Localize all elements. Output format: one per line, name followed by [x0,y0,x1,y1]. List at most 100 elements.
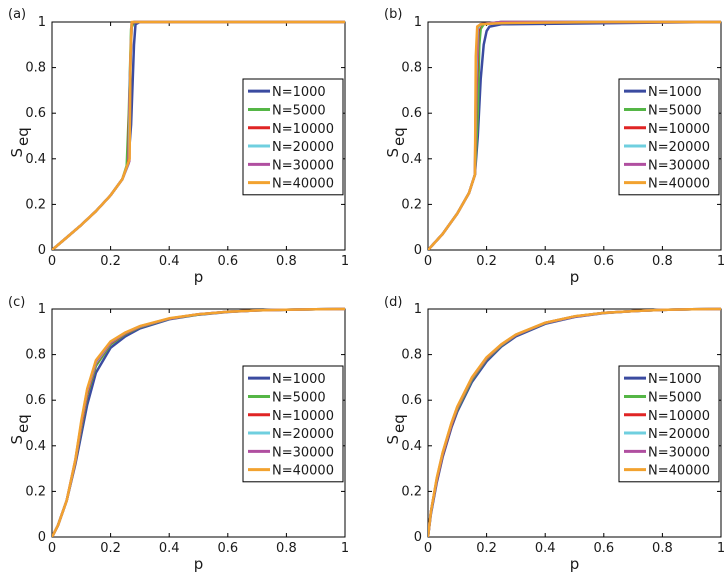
y-tick-label: 1 [38,302,46,317]
y-tick-label: 0.6 [25,393,46,408]
x-tick-label: 0.4 [159,254,180,269]
series-line-N-40000 [428,20,721,250]
legend: N=1000 N=5000 N=10000 N=20000 N=30000 N=40000 [242,365,344,483]
x-tick-label: 0.4 [159,541,180,556]
legend-label: N=30000 [648,158,710,173]
chart-panel-d: (d) 0 0.2 0.4 0.6 0.8 1 0 0.2 0.4 0.6 0.8 1 p Seq N=100… [384,295,725,573]
y-tick-label: 0.4 [401,439,422,454]
legend-label: N=5000 [648,103,702,118]
y-axis-label: Seq [384,127,408,157]
y-tick-label: 0 [38,243,46,258]
legend-label: N=30000 [272,445,334,460]
legend-label: N=20000 [648,140,710,155]
x-tick-label: 0.6 [593,541,614,556]
series-lines [52,307,345,537]
y-axis-label-sub: eq [14,414,32,433]
y-axis-label: Seq [384,414,408,444]
legend-box [618,365,720,483]
legend-label: N=5000 [272,103,326,118]
legend-label: N=5000 [648,390,702,405]
y-axis-label-sub: eq [390,127,408,146]
x-tick-label: 0.4 [535,254,556,269]
x-tick-label: 0 [424,541,432,556]
y-tick-label: 0.8 [25,348,46,363]
legend-label: N=1000 [648,85,702,100]
legend-label: N=40000 [272,464,334,479]
chart-panel-c: (c) 0 0.2 0.4 0.6 0.8 1 0 0.2 0.4 0.6 0.8 1 p Seq N=100… [8,295,349,573]
series-lines [52,20,345,250]
x-tick-label: 0 [48,254,56,269]
x-tick-label: 0.8 [276,541,297,556]
y-tick-label: 1 [414,15,422,30]
y-axis-label: Seq [8,127,32,157]
y-tick-label: 0.8 [401,348,422,363]
chart-panel-a: (a) 0 0.2 0.4 0.6 0.8 1 0 0.2 0.4 0.6 0.8 1 p Seq N=100… [8,7,349,286]
series-lines [428,20,721,250]
x-tick-label: 0.6 [593,254,614,269]
x-tick-label: 0.8 [276,254,297,269]
x-tick-label: 1 [341,254,349,269]
y-tick-label: 0.8 [25,61,46,76]
y-tick-label: 1 [38,15,46,30]
legend-label: N=30000 [648,445,710,460]
legend-box [618,78,720,196]
plot-area-frame [427,308,722,538]
legend-label: N=30000 [272,158,334,173]
legend-label: N=5000 [272,390,326,405]
x-axis-label: p [194,555,204,573]
series-line-N-40000 [428,307,721,537]
legend-label: N=20000 [272,140,334,155]
x-axis-label: p [194,268,204,286]
x-tick-label: 0 [424,254,432,269]
series-line-N-40000 [52,20,345,250]
legend-box [242,78,344,196]
legend-label: N=10000 [272,409,334,424]
legend-label: N=10000 [648,409,710,424]
y-tick-label: 0.2 [401,484,422,499]
y-tick-label: 1 [414,302,422,317]
legend: N=1000 N=5000 N=10000 N=20000 N=30000 N=40000 [618,365,720,483]
legend-label: N=1000 [272,85,326,100]
legend-label: N=10000 [272,122,334,137]
series-line-N-40000 [52,307,345,537]
legend-label: N=1000 [648,372,702,387]
x-tick-label: 0 [48,541,56,556]
y-axis-label-main: S [384,435,402,445]
y-axis-label-sub: eq [390,414,408,433]
panel-label: (c) [8,295,25,310]
x-tick-label: 0.6 [217,254,238,269]
plot-area-frame [51,308,346,538]
y-tick-label: 0 [414,243,422,258]
legend-label: N=1000 [272,372,326,387]
legend-label: N=20000 [648,427,710,442]
y-tick-label: 0 [38,530,46,545]
y-tick-label: 0.2 [401,197,422,212]
y-tick-label: 0.6 [401,393,422,408]
x-tick-label: 0.8 [652,541,673,556]
series-lines [428,307,721,537]
legend: N=1000 N=5000 N=10000 N=20000 N=30000 N=40000 [242,78,344,196]
legend-label: N=10000 [648,122,710,137]
legend: N=1000 N=5000 N=10000 N=20000 N=30000 N=40000 [618,78,720,196]
x-axis-label: p [570,268,580,286]
y-tick-label: 0.8 [401,61,422,76]
y-tick-label: 0.2 [25,197,46,212]
panel-label: (a) [8,7,26,22]
y-tick-label: 0.6 [401,106,422,121]
legend-label: N=20000 [272,427,334,442]
y-tick-label: 0.2 [25,484,46,499]
legend-label: N=40000 [272,177,334,192]
x-tick-label: 0.2 [476,541,497,556]
y-tick-label: 0.4 [401,152,422,167]
x-axis-label: p [570,555,580,573]
x-tick-label: 1 [341,541,349,556]
y-tick-label: 0.6 [25,106,46,121]
y-tick-label: 0.4 [25,152,46,167]
y-tick-label: 0 [414,530,422,545]
x-tick-label: 0.2 [476,254,497,269]
x-tick-label: 0.6 [217,541,238,556]
y-axis-label-main: S [8,435,26,445]
x-tick-label: 1 [717,541,725,556]
legend-label: N=40000 [648,464,710,479]
x-tick-label: 0.2 [100,254,121,269]
